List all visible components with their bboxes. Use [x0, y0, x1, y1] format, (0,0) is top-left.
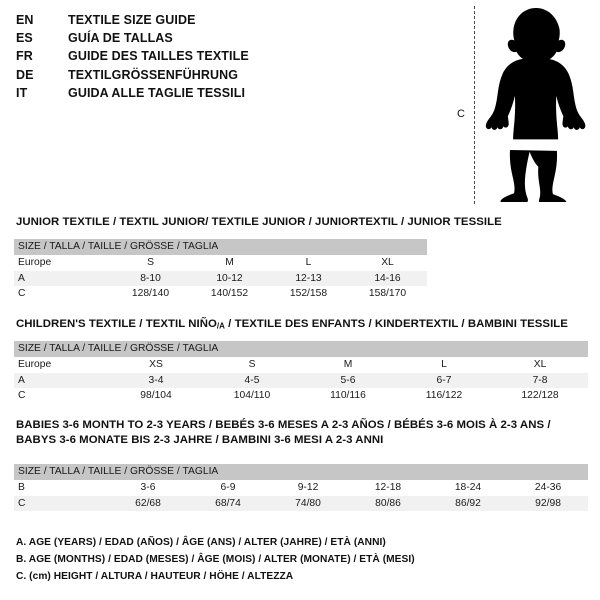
cell: 6-7: [396, 372, 492, 388]
language-row: FR GUIDE DES TAILLES TEXTILE: [16, 49, 346, 67]
legend-block: A. AGE (YEARS) / EDAD (AÑOS) / ÂGE (ANS)…: [16, 534, 486, 585]
cell: XS: [108, 357, 204, 373]
cell: XL: [492, 357, 589, 373]
cell: 4-5: [204, 372, 300, 388]
babies-title-line1: BABIES 3-6 MONTH TO 2-3 YEARS / BEBÉS 3-…: [16, 419, 551, 431]
cell: 110/116: [300, 388, 396, 404]
cell: 98/104: [108, 388, 204, 404]
table-row: A 8-10 10-12 12-13 14-16: [14, 270, 427, 286]
row-label: C: [14, 495, 108, 511]
row-label: C: [14, 286, 111, 302]
children-title-part2: / TEXTILE DES ENFANTS / KINDERTEXTIL / B…: [224, 318, 568, 330]
language-code: ES: [16, 31, 33, 46]
legend-item-a: A. AGE (YEARS) / EDAD (AÑOS) / ÂGE (ANS)…: [16, 537, 386, 548]
cell: 3-4: [108, 372, 204, 388]
cell: 6-9: [188, 480, 268, 496]
cell: S: [204, 357, 300, 373]
row-label: C: [14, 388, 108, 404]
table-row: A 3-4 4-5 5-6 6-7 7-8: [14, 372, 589, 388]
height-dashed-line: [474, 6, 475, 204]
babies-section-title: BABIES 3-6 MONTH TO 2-3 YEARS / BEBÉS 3-…: [16, 419, 551, 446]
language-row: IT GUIDA ALLE TAGLIE TESSILI: [16, 86, 346, 104]
children-title-sub: /A: [216, 321, 225, 331]
legend-item-c: C. (cm) HEIGHT / ALTURA / HAUTEUR / HÖHE…: [16, 571, 294, 582]
cell: 10-12: [190, 270, 269, 286]
cell: 158/170: [348, 286, 427, 302]
cell: 14-16: [348, 270, 427, 286]
babies-size-table: SIZE / TALLA / TAILLE / GRÖSSE / TAGLIA …: [14, 464, 589, 511]
babies-band-label: SIZE / TALLA / TAILLE / GRÖSSE / TAGLIA: [14, 464, 589, 480]
children-section-title: CHILDREN'S TEXTILE / TEXTIL NIÑO/A / TEX…: [16, 318, 568, 330]
cell: 116/122: [396, 388, 492, 404]
language-title: GUIDE DES TAILLES TEXTILE: [68, 49, 249, 64]
table-row: Europe S M L XL: [14, 255, 427, 271]
toddler-silhouette-icon: [481, 6, 593, 207]
height-measure-label: C: [457, 108, 465, 120]
cell: 140/152: [190, 286, 269, 302]
cell: 18-24: [428, 480, 508, 496]
cell: 104/110: [204, 388, 300, 404]
language-row: DE TEXTILGRÖSSENFÜHRUNG: [16, 68, 346, 86]
cell: 86/92: [428, 495, 508, 511]
legend-item-b: B. AGE (MONTHS) / EDAD (MESES) / ÂGE (MO…: [16, 554, 415, 565]
junior-band-label: SIZE / TALLA / TAILLE / GRÖSSE / TAGLIA: [14, 239, 427, 255]
language-row: ES GUÍA DE TALLAS: [16, 31, 346, 49]
cell: 8-10: [111, 270, 190, 286]
table-row: C 128/140 140/152 152/158 158/170: [14, 286, 427, 302]
cell: 128/140: [111, 286, 190, 302]
cell: 7-8: [492, 372, 589, 388]
row-label: Europe: [14, 357, 108, 373]
cell: 74/80: [268, 495, 348, 511]
language-title: GUIDA ALLE TAGLIE TESSILI: [68, 85, 246, 100]
junior-size-table: SIZE / TALLA / TAILLE / GRÖSSE / TAGLIA …: [14, 239, 427, 302]
cell: 92/98: [508, 495, 589, 511]
cell: S: [111, 255, 190, 271]
cell: L: [269, 255, 348, 271]
children-table-band: SIZE / TALLA / TAILLE / GRÖSSE / TAGLIA: [14, 341, 589, 357]
babies-table-band: SIZE / TALLA / TAILLE / GRÖSSE / TAGLIA: [14, 464, 589, 480]
children-title-part1: CHILDREN'S TEXTILE / TEXTIL NIÑO: [16, 318, 217, 330]
cell: M: [300, 357, 396, 373]
language-row: EN TEXTILE SIZE GUIDE: [16, 13, 346, 31]
cell: M: [190, 255, 269, 271]
language-code: DE: [16, 67, 34, 82]
height-measurement-diagram: C: [445, 4, 595, 207]
junior-section-title: JUNIOR TEXTILE / TEXTIL JUNIOR/ TEXTILE …: [16, 216, 502, 228]
language-title: TEXTILE SIZE GUIDE: [68, 13, 196, 27]
row-label: B: [14, 480, 108, 496]
language-title-block: EN TEXTILE SIZE GUIDE ES GUÍA DE TALLAS …: [16, 13, 346, 104]
row-label: A: [14, 270, 111, 286]
table-row: C 98/104 104/110 110/116 116/122 122/128: [14, 388, 589, 404]
cell: 68/74: [188, 495, 268, 511]
cell: 5-6: [300, 372, 396, 388]
cell: L: [396, 357, 492, 373]
cell: 24-36: [508, 480, 589, 496]
language-title: GUÍA DE TALLAS: [68, 31, 173, 46]
language-code: EN: [16, 13, 34, 27]
children-band-label: SIZE / TALLA / TAILLE / GRÖSSE / TAGLIA: [14, 341, 589, 357]
table-row: C 62/68 68/74 74/80 80/86 86/92 92/98: [14, 495, 589, 511]
table-row: Europe XS S M L XL: [14, 357, 589, 373]
cell: 122/128: [492, 388, 589, 404]
cell: 152/158: [269, 286, 348, 302]
language-title: TEXTILGRÖSSENFÜHRUNG: [68, 67, 239, 82]
row-label: A: [14, 372, 108, 388]
junior-table-band: SIZE / TALLA / TAILLE / GRÖSSE / TAGLIA: [14, 239, 427, 255]
cell: 12-18: [348, 480, 428, 496]
row-label: Europe: [14, 255, 111, 271]
cell: 62/68: [108, 495, 188, 511]
cell: 80/86: [348, 495, 428, 511]
table-row: B 3-6 6-9 9-12 12-18 18-24 24-36: [14, 480, 589, 496]
language-code: IT: [16, 85, 28, 100]
language-code: FR: [16, 49, 33, 64]
cell: 9-12: [268, 480, 348, 496]
cell: 12-13: [269, 270, 348, 286]
cell: XL: [348, 255, 427, 271]
children-size-table: SIZE / TALLA / TAILLE / GRÖSSE / TAGLIA …: [14, 341, 589, 404]
babies-title-line2: BABYS 3-6 MONATE BIS 2-3 JAHRE / BAMBINI…: [16, 433, 384, 446]
cell: 3-6: [108, 480, 188, 496]
